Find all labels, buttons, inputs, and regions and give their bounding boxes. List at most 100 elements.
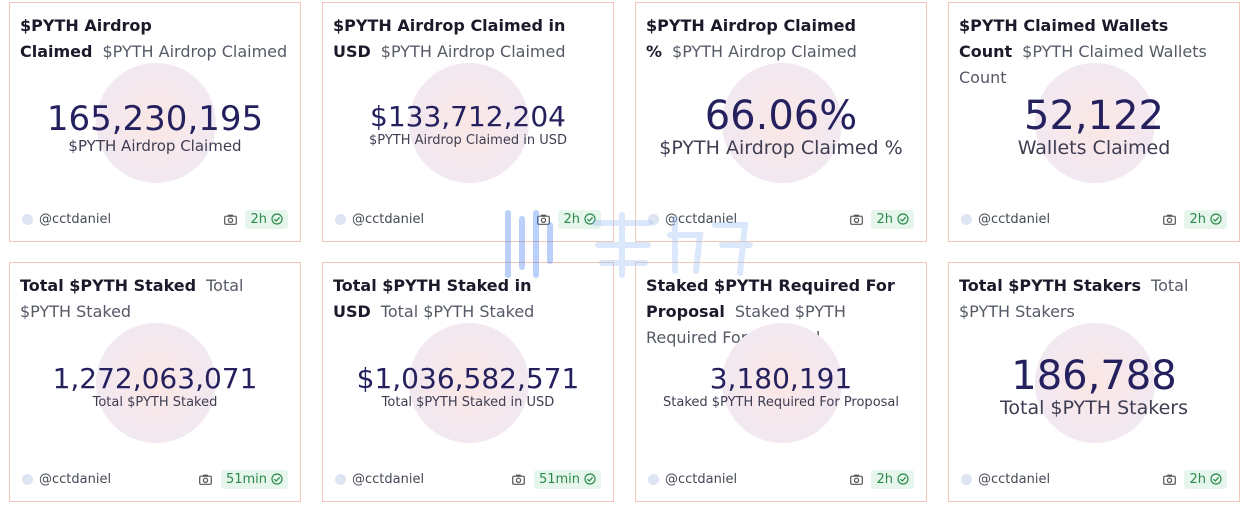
stat-card-claimed-wallets[interactable]: $PYTH Claimed Wallets Count $PYTH Claimed… [948,2,1240,242]
card-title: Total $PYTH Staked Total $PYTH Staked [20,273,288,325]
check-circle-icon [584,213,596,225]
stat-value: 165,230,195 [46,99,264,139]
freshness-badge[interactable]: 2h [1184,469,1227,489]
freshness-badge[interactable]: 2h [871,209,914,229]
avatar [961,473,972,485]
freshness-badge[interactable]: 2h [871,469,914,489]
author-link[interactable]: @cctdaniel [665,211,738,227]
value-block: 1,272,063,071 Total $PYTH Staked [10,363,300,411]
stat-card-total-stakers[interactable]: Total $PYTH Stakers Total $PYTH Stakers 1… [948,262,1240,502]
value-block: 165,230,195 $PYTH Airdrop Claimed [10,101,300,155]
freshness-badge[interactable]: 51min [533,469,601,489]
freshness-badge[interactable]: 2h [1184,209,1227,229]
card-title: $PYTH Airdrop Claimed $PYTH Airdrop Claim… [20,13,288,65]
stat-card-total-staked[interactable]: Total $PYTH Staked Total $PYTH Staked 1,2… [9,262,301,502]
card-title-sub: $PYTH Claimed Wallets Count [959,42,1207,87]
stat-label: Total $PYTH Staked [92,395,218,410]
card-title-sub: $PYTH Airdrop Claimed [672,42,857,61]
card-title-main: Staked $PYTH Required For Proposal [646,276,895,321]
freshness-age: 2h [876,211,893,227]
stat-value: $1,036,582,571 [356,362,580,395]
check-circle-icon [271,213,283,225]
card-footer: @cctdaniel 51min [22,469,288,489]
author-link[interactable]: @cctdaniel [39,211,112,227]
stat-label: $PYTH Airdrop Claimed in USD [369,133,567,148]
background-blob [96,323,216,443]
stat-card-airdrop-claimed-percent[interactable]: $PYTH Airdrop Claimed % $PYTH Airdrop Cla… [635,2,927,242]
author-link[interactable]: @cctdaniel [665,471,738,487]
card-title-main: $PYTH Airdrop Claimed in USD [333,16,566,61]
avatar [335,213,346,225]
value-block: 66.06% $PYTH Airdrop Claimed % [636,95,926,159]
freshness-age: 2h [1189,471,1206,487]
check-circle-icon [1210,213,1222,225]
stat-value: 3,180,191 [709,362,853,395]
card-title-sub: Total $PYTH Stakers [959,276,1189,321]
card-footer: @cctdaniel 2h [961,209,1227,229]
check-circle-icon [584,473,596,485]
camera-icon[interactable] [512,473,526,485]
camera-icon[interactable] [1162,473,1176,485]
stat-card-airdrop-claimed-usd[interactable]: $PYTH Airdrop Claimed in USD $PYTH Airdro… [322,2,614,242]
card-title-main: Total $PYTH Stakers [959,276,1142,295]
stat-value: 52,122 [1024,93,1164,139]
stat-card-airdrop-claimed[interactable]: $PYTH Airdrop Claimed $PYTH Airdrop Claim… [9,2,301,242]
card-footer: @cctdaniel 2h [335,209,601,229]
background-blob [1035,323,1155,443]
card-title-main: $PYTH Claimed Wallets Count [959,16,1169,61]
card-footer: @cctdaniel 51min [335,469,601,489]
dashboard-grid: $PYTH Airdrop Claimed $PYTH Airdrop Claim… [9,2,1240,502]
stat-card-total-staked-usd[interactable]: Total $PYTH Staked in USD Total $PYTH Sta… [322,262,614,502]
author-link[interactable]: @cctdaniel [978,211,1051,227]
avatar [961,213,972,225]
background-blob [722,323,842,443]
avatar [335,473,346,485]
stat-value: 66.06% [704,93,858,139]
freshness-age: 2h [1189,211,1206,227]
card-title: Total $PYTH Stakers Total $PYTH Stakers [959,273,1227,325]
freshness-badge[interactable]: 2h [245,209,288,229]
card-footer: @cctdaniel 2h [648,209,914,229]
value-block: $133,712,204 $PYTH Airdrop Claimed in US… [323,101,613,149]
freshness-age: 2h [250,211,267,227]
card-footer: @cctdaniel 2h [22,209,288,229]
stat-label: Wallets Claimed [1017,137,1171,159]
stat-label: $PYTH Airdrop Claimed % [659,137,903,159]
author-link[interactable]: @cctdaniel [978,471,1051,487]
card-title-sub: Total $PYTH Staked [20,276,244,321]
camera-icon[interactable] [199,473,213,485]
card-title-main: $PYTH Airdrop Claimed [20,16,152,61]
camera-icon[interactable] [849,213,863,225]
value-block: 186,788 Total $PYTH Stakers [949,355,1239,419]
freshness-age: 2h [563,211,580,227]
freshness-badge[interactable]: 51min [220,469,288,489]
freshness-age: 51min [225,471,267,487]
stat-card-required-for-proposal[interactable]: Staked $PYTH Required For Proposal Staked… [635,262,927,502]
background-blob [96,63,216,183]
stat-label: Total $PYTH Staked in USD [381,395,555,410]
check-circle-icon [1210,473,1222,485]
freshness-badge[interactable]: 2h [558,209,601,229]
stat-value: $133,712,204 [370,100,566,133]
check-circle-icon [897,213,909,225]
camera-icon[interactable] [223,213,237,225]
stat-label: $PYTH Airdrop Claimed [68,137,242,155]
card-title: $PYTH Claimed Wallets Count $PYTH Claimed… [959,13,1227,91]
avatar [22,213,33,225]
card-footer: @cctdaniel 2h [961,469,1227,489]
card-title: $PYTH Airdrop Claimed % $PYTH Airdrop Cla… [646,13,914,65]
camera-icon[interactable] [536,213,550,225]
background-blob [409,63,529,183]
author-link[interactable]: @cctdaniel [39,471,112,487]
author-link[interactable]: @cctdaniel [352,471,425,487]
camera-icon[interactable] [849,473,863,485]
check-circle-icon [271,473,283,485]
camera-icon[interactable] [1162,213,1176,225]
author-link[interactable]: @cctdaniel [352,211,425,227]
avatar [648,213,659,225]
background-blob [722,63,842,183]
value-block: 52,122 Wallets Claimed [949,95,1239,159]
background-blob [1035,63,1155,183]
stat-label: Staked $PYTH Required For Proposal [663,395,899,410]
card-title-main: Total $PYTH Staked in USD [333,276,532,321]
